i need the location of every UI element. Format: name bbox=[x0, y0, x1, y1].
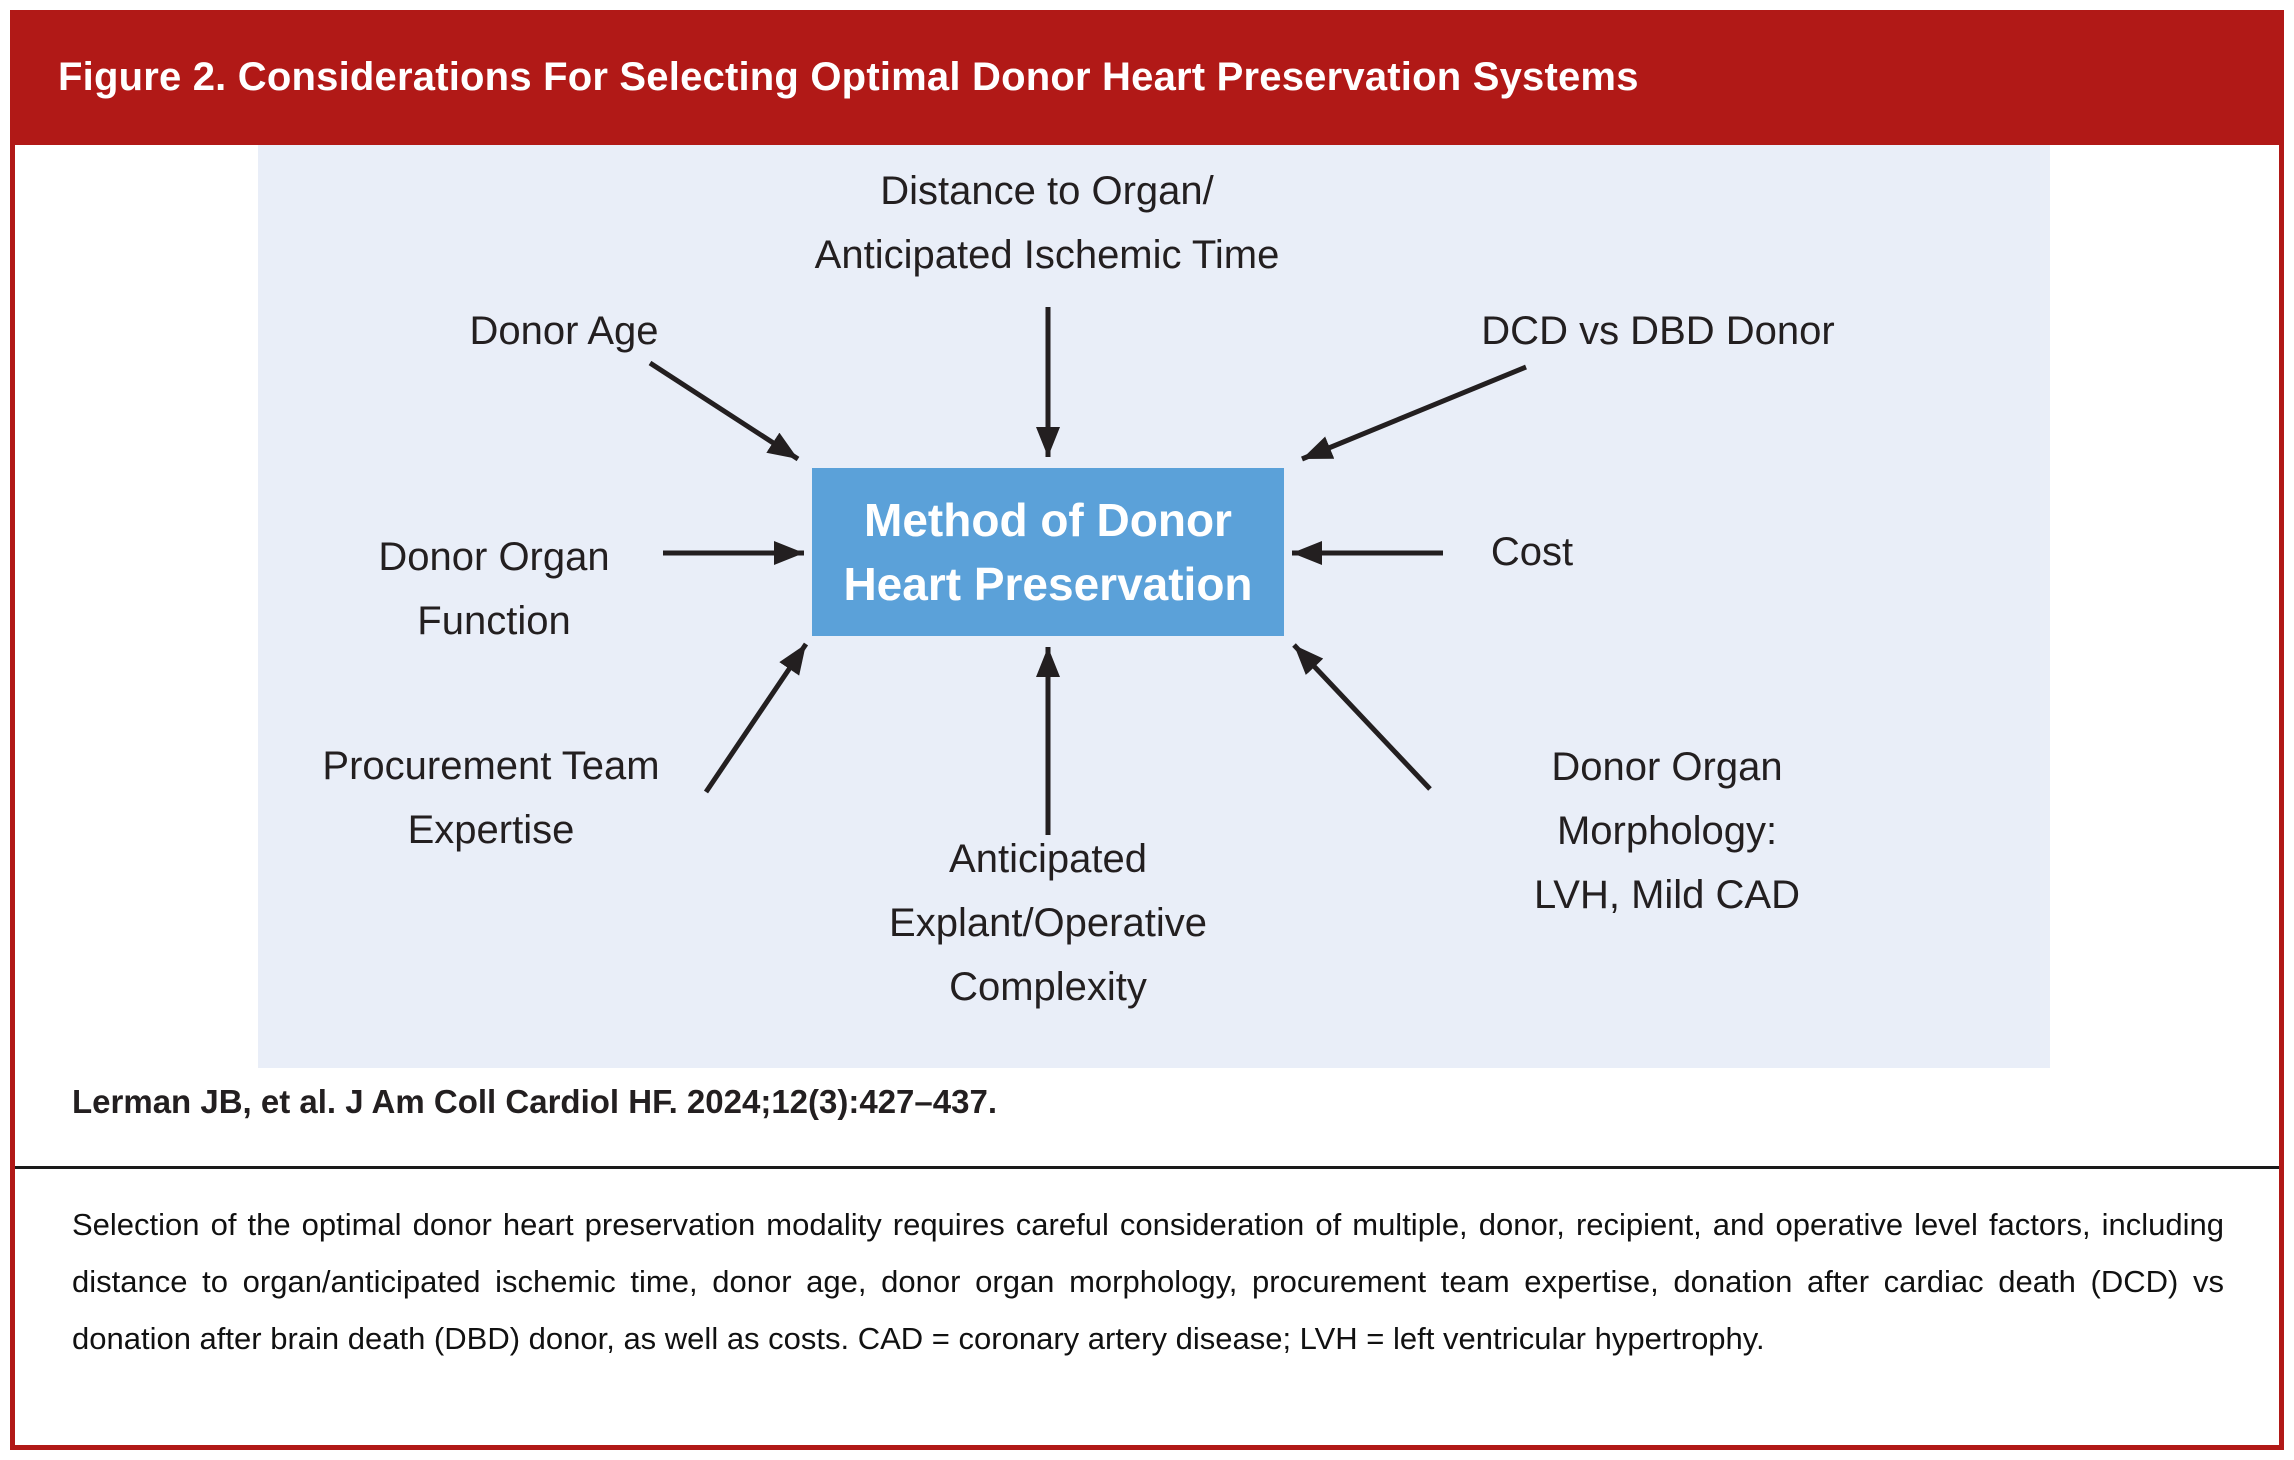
frame-border-bottom bbox=[10, 1445, 2284, 1450]
figure-caption: Selection of the optimal donor heart pre… bbox=[72, 1207, 2224, 1356]
factor-label-donor-age: Donor Age bbox=[469, 309, 659, 353]
arrow-layer bbox=[648, 307, 1527, 835]
figure-title: Figure 2. Considerations For Selecting O… bbox=[58, 55, 1639, 99]
diagram-panel: Method of Donor Heart Preservation Dista… bbox=[258, 145, 2050, 1068]
factor-label-dcd-dbd: DCD vs DBD Donor bbox=[1481, 309, 1835, 353]
factor-label-organ-function: Donor Organ Function bbox=[378, 535, 610, 643]
caption-divider bbox=[15, 1166, 2279, 1169]
arrow-morphology bbox=[1292, 643, 1432, 791]
figure-title-banner: Figure 2. Considerations For Selecting O… bbox=[10, 10, 2284, 145]
factor-label-procurement: Procurement Team Expertise bbox=[322, 744, 660, 852]
central-node-label: Method of Donor Heart Preservation bbox=[843, 494, 1253, 610]
factor-label-cost: Cost bbox=[1490, 530, 1574, 574]
arrow-procurement bbox=[703, 642, 809, 794]
factor-label-distance: Distance to Organ/ Anticipated Ischemic … bbox=[814, 169, 1280, 277]
citation: Lerman JB, et al. J Am Coll Cardiol HF. … bbox=[72, 1083, 997, 1120]
central-node: Method of Donor Heart Preservation bbox=[812, 468, 1284, 636]
factor-label-explant: Anticipated Explant/Operative Complexity bbox=[889, 837, 1207, 1009]
arrow-dcd-dbd bbox=[1301, 364, 1527, 462]
frame-border-left bbox=[10, 145, 15, 1450]
factor-label-morphology: Donor Organ Morphology: LVH, Mild CAD bbox=[1534, 745, 1800, 917]
frame-border-right bbox=[2279, 145, 2284, 1450]
arrow-donor-age bbox=[648, 360, 800, 462]
